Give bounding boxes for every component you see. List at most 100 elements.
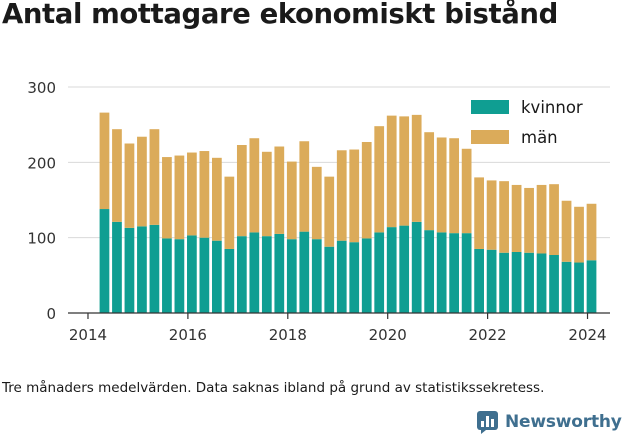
bar-man: [536, 184, 547, 254]
bar-kvinnor: [361, 238, 372, 313]
bar-kvinnor: [249, 232, 260, 313]
x-tick-label: 2016: [169, 326, 207, 344]
bar-kvinnor: [149, 224, 160, 313]
bar-kvinnor: [511, 251, 522, 313]
brand-name: Newsworthy: [505, 412, 622, 432]
bar-kvinnor: [386, 227, 397, 313]
bar-man: [224, 176, 235, 249]
bar-kvinnor: [586, 260, 597, 313]
y-tick-label: 0: [46, 305, 56, 323]
bar-kvinnor: [499, 252, 509, 313]
bar-kvinnor: [162, 238, 172, 313]
bar-kvinnor: [124, 227, 135, 313]
bar-kvinnor: [436, 232, 447, 313]
bar-kvinnor: [187, 235, 197, 313]
newsworthy-logo-icon: [477, 411, 498, 434]
y-tick-label: 200: [27, 154, 56, 172]
bar-man: [549, 184, 559, 255]
bar-man: [149, 129, 160, 225]
footnote: Tre månaders medelvärden. Data saknas ib…: [2, 380, 545, 396]
bar-man: [586, 203, 597, 261]
bar-kvinnor: [99, 209, 110, 313]
bar-man: [511, 184, 522, 252]
bar-man: [112, 129, 122, 222]
bar-man: [574, 206, 584, 263]
bar-man: [311, 166, 322, 240]
bar-kvinnor: [561, 261, 572, 313]
bar-man: [236, 145, 247, 237]
bar-man: [261, 151, 272, 237]
bars: [99, 112, 597, 313]
bar-man: [286, 161, 297, 240]
bar-kvinnor: [137, 226, 147, 313]
chart-title: Antal mottagare ekonomiskt bistånd: [2, 0, 558, 30]
bar-man: [336, 150, 347, 241]
bar-man: [199, 151, 210, 238]
bar-man: [99, 112, 110, 210]
legend-swatch-man: [471, 130, 509, 144]
bar-man: [162, 157, 172, 239]
brand[interactable]: Newsworthy: [476, 410, 622, 434]
bar-kvinnor: [399, 225, 410, 313]
y-tick-label: 100: [27, 230, 56, 248]
bar-man: [561, 200, 572, 262]
bar-kvinnor: [461, 233, 472, 313]
x-tick-label: 2024: [568, 326, 606, 344]
bar-kvinnor: [411, 221, 422, 313]
bar-kvinnor: [324, 246, 335, 313]
bar-man: [187, 152, 197, 236]
bar-kvinnor: [211, 240, 222, 313]
bar-man: [499, 181, 509, 253]
bar-man: [349, 149, 360, 243]
bar-kvinnor: [236, 236, 247, 313]
bar-kvinnor: [524, 252, 534, 313]
x-tick-label: 2022: [469, 326, 507, 344]
bar-kvinnor: [274, 233, 285, 313]
bar-man: [411, 114, 422, 222]
bar-man: [436, 137, 447, 233]
bar-man: [399, 116, 410, 226]
bar-man: [299, 141, 310, 232]
bar-man: [174, 155, 185, 240]
bar-man: [461, 148, 472, 234]
bar-kvinnor: [574, 262, 584, 313]
bar-kvinnor: [424, 230, 435, 313]
bar-kvinnor: [299, 231, 310, 313]
axes: 0 100 200 300 2014 2016 2018 2020 2022 2024: [27, 79, 610, 344]
y-tick-label: 300: [27, 79, 56, 97]
bar-kvinnor: [174, 239, 185, 313]
bar-kvinnor: [112, 221, 122, 313]
bar-man: [374, 126, 385, 233]
bar-man: [124, 143, 135, 228]
legend: kvinnor män: [471, 98, 583, 147]
bar-kvinnor: [449, 233, 460, 313]
bar-man: [524, 187, 534, 253]
bar-kvinnor: [536, 253, 547, 313]
bar-kvinnor: [336, 240, 347, 313]
legend-label-kvinnor: kvinnor: [521, 98, 583, 117]
bar-man: [211, 157, 222, 241]
legend-swatch-kvinnor: [471, 100, 509, 114]
bar-kvinnor: [549, 254, 559, 313]
bar-kvinnor: [486, 249, 497, 313]
bar-kvinnor: [224, 248, 235, 313]
x-tick-label: 2014: [69, 326, 107, 344]
bar-kvinnor: [286, 239, 297, 313]
bar-man: [474, 177, 484, 249]
bar-man: [137, 136, 147, 227]
bar-kvinnor: [349, 242, 360, 313]
bar-man: [249, 138, 260, 233]
bar-man: [486, 180, 497, 250]
bar-kvinnor: [311, 239, 322, 313]
bar-man: [361, 141, 372, 239]
bar-man: [424, 132, 435, 231]
bar-man: [324, 176, 335, 247]
bar-man: [274, 146, 285, 234]
bar-kvinnor: [199, 237, 210, 313]
bar-man: [386, 115, 397, 228]
bar-man: [449, 138, 460, 234]
x-tick-label: 2020: [369, 326, 407, 344]
bar-kvinnor: [261, 236, 272, 313]
legend-label-man: män: [521, 128, 558, 147]
